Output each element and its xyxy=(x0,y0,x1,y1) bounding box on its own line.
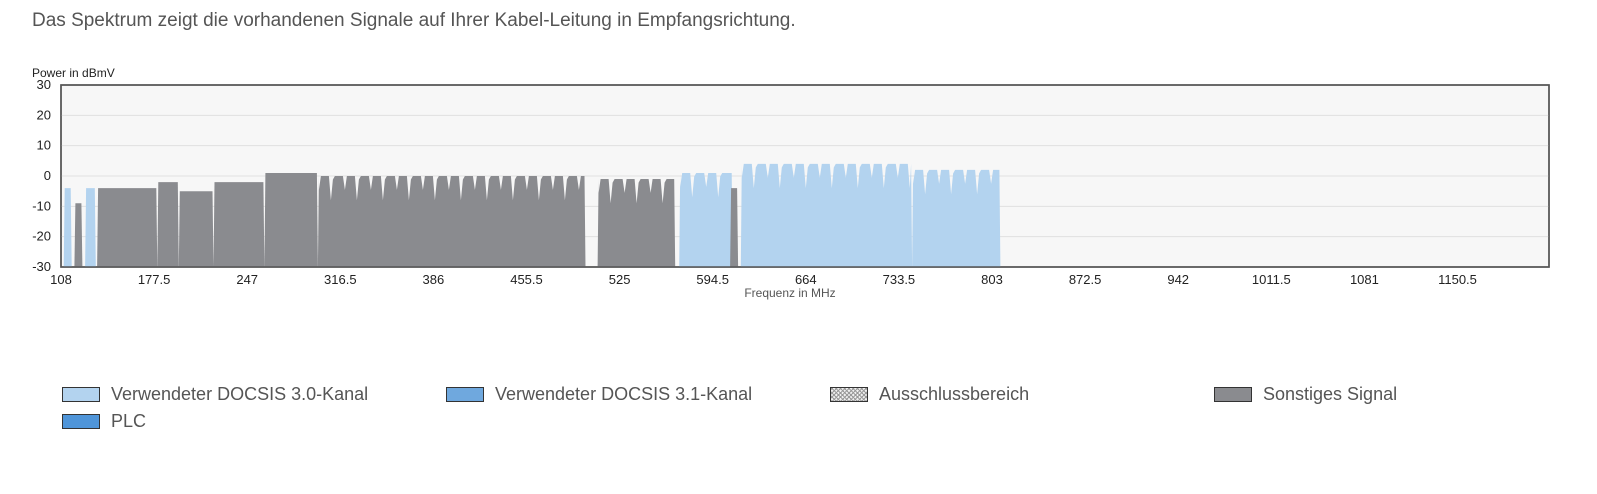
x-tick-label: 1081 xyxy=(1350,272,1379,287)
plot-border xyxy=(60,84,1550,268)
spectrum-band xyxy=(317,176,586,267)
spectrum-band xyxy=(178,191,214,267)
x-tick-label: 177.5 xyxy=(138,272,171,287)
legend-item-docsis30: Verwendeter DOCSIS 3.0-Kanal xyxy=(62,384,368,405)
x-tick-label: 1150.5 xyxy=(1438,272,1477,287)
y-tick-label: -30 xyxy=(32,259,51,274)
spectrum-band xyxy=(740,163,913,267)
x-tick-label: 247 xyxy=(236,272,258,287)
other-signal-swatch xyxy=(1214,387,1252,402)
spectrum-band xyxy=(63,188,72,267)
exclusion-swatch xyxy=(830,387,868,402)
x-tick-label: 733.5 xyxy=(883,272,916,287)
spectrum-band xyxy=(157,182,179,267)
legend-label-plc: PLC xyxy=(111,411,147,431)
spectrum-band xyxy=(264,173,318,267)
spectrum-band xyxy=(912,169,1001,267)
spectrum-band xyxy=(679,173,733,267)
y-ticks: 30 20 10 0 -10 -20 -30 xyxy=(32,77,51,274)
spectrum-band xyxy=(730,188,739,267)
y-tick-label: -20 xyxy=(32,229,51,244)
spectrum-band xyxy=(597,179,676,267)
spectrum-band xyxy=(213,182,265,267)
y-tick-label: 20 xyxy=(37,107,51,122)
y-tick-label: -10 xyxy=(32,198,51,213)
plc-swatch xyxy=(62,414,100,429)
x-tick-label: 594.5 xyxy=(696,272,729,287)
x-tick-label: 108 xyxy=(50,272,72,287)
series-layer xyxy=(63,163,1001,267)
legend-label-docsis30: Verwendeter DOCSIS 3.0-Kanal xyxy=(111,384,369,404)
intro-text: Das Spektrum zeigt die vorhandenen Signa… xyxy=(32,10,796,31)
spectrum-band xyxy=(74,203,83,267)
legend-item-exclusion: Ausschlussbereich xyxy=(830,384,1029,405)
x-tick-label: 803 xyxy=(981,272,1003,287)
y-tick-label: 10 xyxy=(37,138,51,153)
legend-item-plc: PLC xyxy=(62,411,146,432)
x-tick-label: 316.5 xyxy=(324,272,357,287)
spectrum-band xyxy=(97,188,158,267)
x-tick-label: 455.5 xyxy=(510,272,543,287)
x-tick-label: 386 xyxy=(423,272,445,287)
legend-item-other: Sonstiges Signal xyxy=(1214,384,1397,405)
spectrum-chart: Power in dBmV 30 20 10 0 -10 -20 -30 108 177.5 2… xyxy=(32,66,1550,300)
legend-item-docsis31: Verwendeter DOCSIS 3.1-Kanal xyxy=(446,384,752,405)
x-tick-label: 872.5 xyxy=(1069,272,1102,287)
x-ticks: 108 177.5 247 316.5 386 455.5 525 594.5 664 733.5… xyxy=(50,272,1477,287)
x-tick-label: 1011.5 xyxy=(1252,272,1291,287)
y-tick-label: 30 xyxy=(37,77,51,92)
docsis31-swatch xyxy=(446,387,484,402)
x-tick-label: 942 xyxy=(1167,272,1189,287)
legend-label-other: Sonstiges Signal xyxy=(1263,384,1398,404)
x-tick-label: 664 xyxy=(795,272,817,287)
legend-label-exclusion: Ausschlussbereich xyxy=(879,384,1030,404)
x-tick-label: 525 xyxy=(609,272,631,287)
y-axis-label: Power in dBmV xyxy=(32,66,115,80)
docsis30-swatch xyxy=(62,387,100,402)
y-tick-label: 0 xyxy=(44,168,51,183)
legend-label-docsis31: Verwendeter DOCSIS 3.1-Kanal xyxy=(495,384,753,404)
spectrum-band xyxy=(85,188,96,267)
x-axis-label: Frequenz in MHz xyxy=(744,286,835,300)
